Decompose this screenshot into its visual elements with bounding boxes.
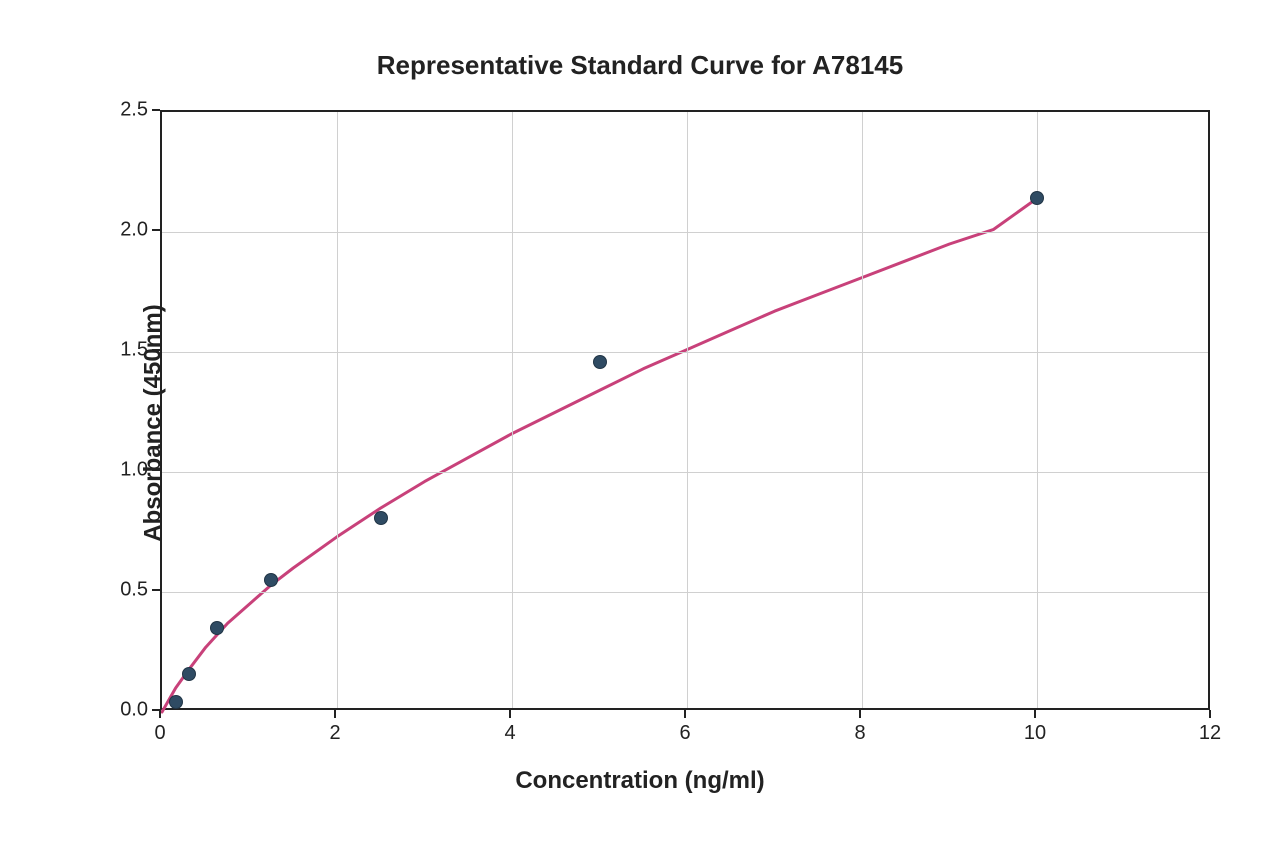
data-point xyxy=(374,511,388,525)
chart-container: Representative Standard Curve for A78145… xyxy=(0,0,1280,845)
x-tick-mark xyxy=(159,710,161,718)
y-tick-label: 0.0 xyxy=(110,699,148,722)
x-tick-mark xyxy=(1034,710,1036,718)
x-axis-label: Concentration (ng/ml) xyxy=(0,767,1280,795)
chart-title: Representative Standard Curve for A78145 xyxy=(0,50,1280,81)
grid-line-vertical xyxy=(862,112,863,708)
data-point xyxy=(264,573,278,587)
x-tick-label: 12 xyxy=(1199,722,1221,745)
grid-line-horizontal xyxy=(162,232,1208,233)
y-tick-label: 1.0 xyxy=(110,459,148,482)
x-tick-mark xyxy=(859,710,861,718)
x-tick-mark xyxy=(684,710,686,718)
x-tick-label: 0 xyxy=(154,722,165,745)
grid-line-vertical xyxy=(512,112,513,708)
x-tick-label: 10 xyxy=(1024,722,1046,745)
grid-line-horizontal xyxy=(162,352,1208,353)
x-tick-label: 8 xyxy=(854,722,865,745)
data-point xyxy=(182,667,196,681)
data-point xyxy=(210,621,224,635)
data-point xyxy=(593,355,607,369)
grid-line-vertical xyxy=(337,112,338,708)
plot-area xyxy=(160,110,1210,710)
x-tick-label: 6 xyxy=(679,722,690,745)
x-tick-mark xyxy=(334,710,336,718)
y-tick-mark xyxy=(152,589,160,591)
y-tick-mark xyxy=(152,109,160,111)
y-tick-mark xyxy=(152,469,160,471)
y-tick-mark xyxy=(152,229,160,231)
y-tick-label: 1.5 xyxy=(110,339,148,362)
data-point xyxy=(169,695,183,709)
data-point xyxy=(1030,191,1044,205)
x-tick-label: 2 xyxy=(329,722,340,745)
y-tick-mark xyxy=(152,349,160,351)
grid-line-horizontal xyxy=(162,592,1208,593)
y-tick-mark xyxy=(152,709,160,711)
grid-line-horizontal xyxy=(162,472,1208,473)
x-tick-mark xyxy=(509,710,511,718)
y-tick-label: 0.5 xyxy=(110,579,148,602)
y-tick-label: 2.0 xyxy=(110,219,148,242)
x-tick-label: 4 xyxy=(504,722,515,745)
x-tick-mark xyxy=(1209,710,1211,718)
grid-line-vertical xyxy=(687,112,688,708)
y-tick-label: 2.5 xyxy=(110,99,148,122)
